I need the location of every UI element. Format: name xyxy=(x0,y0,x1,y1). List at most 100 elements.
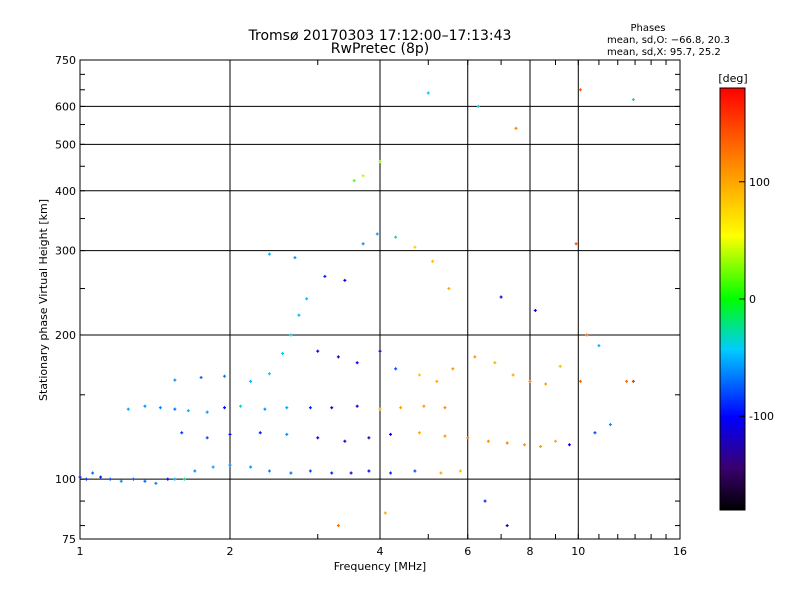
echo-point xyxy=(154,481,158,485)
echo-point xyxy=(523,443,527,447)
x-tick-label: 4 xyxy=(377,545,384,558)
echo-point xyxy=(336,355,340,359)
echo-point xyxy=(399,406,403,410)
echo-point xyxy=(394,367,398,371)
echo-point xyxy=(505,441,509,445)
echo-point xyxy=(439,471,443,475)
echo-point xyxy=(285,432,289,436)
echo-point xyxy=(553,439,557,443)
echo-point xyxy=(431,259,435,263)
x-tick-label: 6 xyxy=(464,545,471,558)
echo-point xyxy=(228,463,232,467)
echo-point xyxy=(249,465,253,469)
echo-point xyxy=(578,88,582,92)
echo-point xyxy=(413,469,417,473)
echo-point xyxy=(126,407,130,411)
echo-point xyxy=(528,379,532,383)
echo-point xyxy=(263,407,267,411)
echo-point xyxy=(417,431,421,435)
echo-point xyxy=(367,469,371,473)
echo-point xyxy=(336,524,340,528)
echo-point xyxy=(447,287,451,291)
echo-point xyxy=(378,160,382,164)
echo-point xyxy=(308,406,312,410)
echo-point xyxy=(367,436,371,440)
echo-point xyxy=(451,367,455,371)
echo-point xyxy=(417,373,421,377)
echo-point xyxy=(289,333,293,337)
echo-point xyxy=(593,431,597,435)
echo-point xyxy=(361,174,365,178)
echo-point xyxy=(108,477,112,481)
echo-point xyxy=(499,295,503,299)
echo-point xyxy=(308,469,312,473)
phase-colorbar: [deg] 100 0 -100 xyxy=(718,72,774,511)
echo-point xyxy=(558,364,562,368)
echo-point xyxy=(285,406,289,410)
y-axis-label: Stationary phase Virtual Height [km] xyxy=(37,199,50,401)
echo-point xyxy=(631,379,635,383)
echo-point xyxy=(466,436,470,440)
echo-point xyxy=(211,465,215,469)
y-axis-ticks: 75 100 200 300 400 500 600 750 xyxy=(55,54,680,546)
echo-point xyxy=(267,252,271,256)
echo-point xyxy=(84,477,88,481)
y-tick-label: 500 xyxy=(55,138,76,151)
echo-point xyxy=(343,278,347,282)
echo-point xyxy=(158,406,162,410)
echo-point xyxy=(78,475,82,479)
echo-point xyxy=(585,333,589,337)
x-tick-label: 10 xyxy=(571,545,585,558)
colorbar-tick-label: -100 xyxy=(749,410,774,423)
echo-point xyxy=(186,409,190,413)
echo-point xyxy=(297,313,301,317)
echo-point xyxy=(378,349,382,353)
echo-point xyxy=(323,274,327,278)
echo-point xyxy=(267,372,271,376)
colorbar-label: [deg] xyxy=(718,72,747,85)
echo-point xyxy=(493,361,497,365)
echo-point xyxy=(330,471,334,475)
echo-point xyxy=(173,477,177,481)
y-tick-label: 300 xyxy=(55,245,76,258)
x-tick-label: 1 xyxy=(77,545,84,558)
echo-point xyxy=(375,232,379,236)
echo-point xyxy=(435,379,439,383)
plot-area: 1 2 4 6 8 10 16 75 100 200 300 400 500 600 750 xyxy=(55,54,687,558)
echo-point xyxy=(383,511,387,515)
echo-point xyxy=(458,469,462,473)
echo-point xyxy=(193,469,197,473)
echo-point xyxy=(355,404,359,408)
echo-point xyxy=(544,382,548,386)
echo-point xyxy=(330,406,334,410)
echo-point xyxy=(511,373,515,377)
echo-point xyxy=(91,471,95,475)
echo-point xyxy=(505,524,509,528)
echo-point xyxy=(608,423,612,427)
echo-point xyxy=(173,378,177,382)
phases-x-stats: mean, sd,X: 95.7, 25.2 xyxy=(607,47,721,58)
x-tick-label: 2 xyxy=(227,545,234,558)
x-axis-ticks: 1 2 4 6 8 10 16 xyxy=(77,60,687,558)
echo-point xyxy=(316,349,320,353)
x-tick-label: 16 xyxy=(673,545,687,558)
echo-point xyxy=(316,436,320,440)
echo-point xyxy=(578,379,582,383)
echo-point xyxy=(119,479,123,483)
echo-point xyxy=(394,235,398,239)
echo-point xyxy=(180,431,184,435)
echo-point xyxy=(389,432,393,436)
echo-point xyxy=(443,434,447,438)
echo-point xyxy=(267,469,271,473)
echo-point xyxy=(422,404,426,408)
echo-point xyxy=(293,256,297,260)
echo-point xyxy=(514,126,518,130)
colorbar-tick-label: 100 xyxy=(749,176,770,189)
phases-heading: Phases xyxy=(630,23,665,34)
echo-point xyxy=(182,477,186,481)
echo-point xyxy=(199,376,203,380)
echo-point xyxy=(99,475,103,479)
echo-point xyxy=(355,361,359,365)
echo-point xyxy=(143,404,147,408)
